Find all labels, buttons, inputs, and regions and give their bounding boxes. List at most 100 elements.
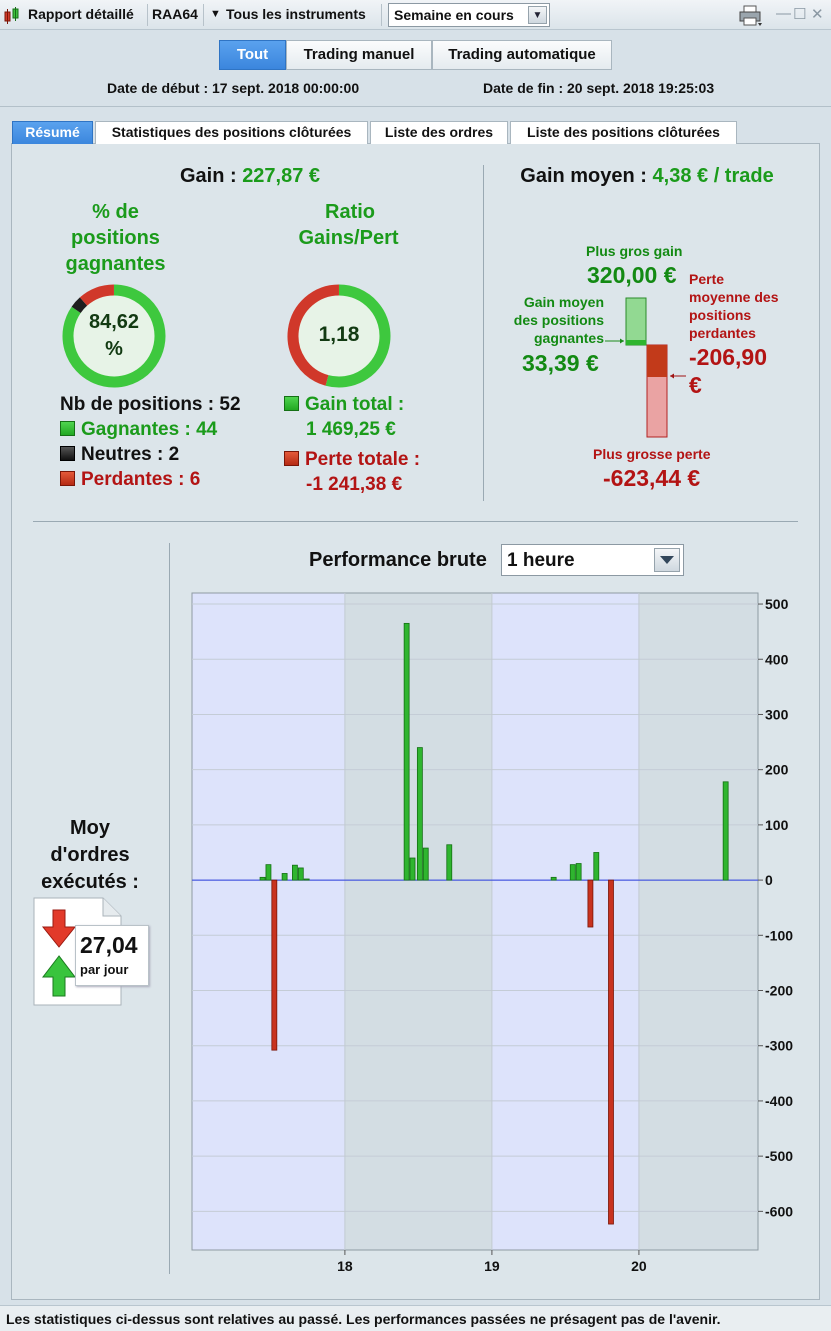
chart-bar <box>303 878 310 881</box>
instruments-dropdown-icon[interactable]: ▼ <box>210 8 221 20</box>
total-loss-label: Perte totale : <box>305 449 421 470</box>
account-selector[interactable]: RAA64 <box>152 6 198 22</box>
printer-icon[interactable] <box>738 5 764 27</box>
average-loss-label-line: positions <box>689 307 752 323</box>
y-tick-label: 200 <box>765 762 789 778</box>
y-tick-label: -300 <box>765 1038 793 1054</box>
win-rate-unit: % <box>105 338 123 360</box>
maximize-icon[interactable]: ☐ <box>793 6 807 23</box>
chart-bar <box>446 844 453 881</box>
chart-x-axis: 18 19 20 <box>337 1250 647 1274</box>
win-rate-title-line: % de <box>92 201 139 223</box>
win-rate-title-line: gagnantes <box>65 253 166 275</box>
chart-gridlines <box>192 593 758 1250</box>
neutrals-count: Neutres : 2 <box>81 444 180 465</box>
losers-count: Perdantes : 6 <box>81 469 201 490</box>
chart-bar <box>722 781 729 881</box>
chevron-down-icon[interactable] <box>654 548 680 572</box>
title-bar: Rapport détaillé RAA64 ▼ Tous les instru… <box>0 0 831 30</box>
chart-bar <box>550 876 557 881</box>
chart-bar <box>271 879 278 1051</box>
disclaimer-footer: Les statistiques ci-dessus sont relative… <box>0 1305 831 1331</box>
y-tick-label: 500 <box>765 596 789 612</box>
x-tick-label: 20 <box>631 1258 647 1274</box>
average-loss-unit: € <box>689 372 702 398</box>
y-tick-label: -400 <box>765 1093 793 1109</box>
y-tick-label: 300 <box>765 706 789 722</box>
average-loss-label: Perte moyenne des positions perdantes <box>689 270 778 342</box>
average-gain-label: Gain moyen : <box>520 165 647 187</box>
chart-bar <box>409 857 416 881</box>
y-tick-label: -100 <box>765 927 793 943</box>
black-square-icon <box>60 446 75 461</box>
minimize-icon[interactable]: — <box>776 5 791 22</box>
resolution-select[interactable]: 1 heure <box>501 544 684 576</box>
win-rate-losers-arc <box>79 284 115 306</box>
tab-orders-list[interactable]: Liste des ordres <box>370 121 508 144</box>
winners-row: Gagnantes : 44 <box>60 419 217 441</box>
divider <box>0 106 831 107</box>
chart-day-band <box>638 593 758 1250</box>
chart-bar <box>422 847 429 881</box>
losers-row: Perdantes : 6 <box>60 469 200 491</box>
red-square-icon <box>60 471 75 486</box>
chart-bar <box>281 873 288 881</box>
win-rate-ring <box>62 284 166 388</box>
total-loss-row: Perte totale : <box>284 449 420 471</box>
filter-manual-button[interactable]: Trading manuel <box>286 40 432 70</box>
y-tick-label: -500 <box>765 1148 793 1164</box>
end-date: Date de fin : 20 sept. 2018 19:25:03 <box>483 80 715 96</box>
tab-closed-positions-stats[interactable]: Statistiques des positions clôturées <box>95 121 368 144</box>
orders-unit: par jour <box>80 962 129 977</box>
orders-value: 27,04 <box>80 932 138 958</box>
win-rate-number: 84,62 <box>88 311 140 333</box>
average-gain-value: 4,38 € / trade <box>652 165 774 187</box>
win-rate-value: 84,62 % <box>58 309 170 363</box>
start-date: Date de début : 17 sept. 2018 00:00:00 <box>107 80 360 96</box>
ratio-donut <box>287 284 391 388</box>
chart-day-band <box>192 593 345 1250</box>
instruments-selector[interactable]: Tous les instruments <box>226 6 366 22</box>
y-tick-label: 400 <box>765 651 789 667</box>
chart-y-axis: 500 400 300 200 100 0 -100 -200 -300 -400 -500 -600 <box>758 596 793 1219</box>
chart-bar <box>265 864 272 881</box>
orders-title: Moy d'ordres exécutés : <box>20 815 160 896</box>
y-tick-label: -200 <box>765 983 793 999</box>
chart-bar <box>403 622 410 881</box>
close-icon[interactable]: ✕ <box>811 6 824 23</box>
filter-automatic-button[interactable]: Trading automatique <box>432 40 612 70</box>
gain-header: Gain : 227,87 € <box>0 165 500 188</box>
candlestick-icon <box>4 7 19 24</box>
chart-bar <box>569 864 576 881</box>
average-loss-label-line: perdantes <box>689 325 756 341</box>
total-loss-value: -1 241,38 € <box>306 474 403 495</box>
biggest-loss-label: Plus grosse perte <box>593 446 711 462</box>
win-rate-title-line: positions <box>71 227 160 249</box>
tab-summary[interactable]: Résumé <box>12 121 93 144</box>
positions-count: Nb de positions : 52 <box>60 394 241 415</box>
chevron-down-icon[interactable]: ▼ <box>528 6 547 24</box>
performance-chart: 500 400 300 200 100 0 -100 -200 -300 -400 -500 -600… <box>191 592 793 1274</box>
y-tick-label: 100 <box>765 817 789 833</box>
filter-all-button[interactable]: Tout <box>219 40 286 70</box>
orders-value-card <box>75 925 149 986</box>
chart-bar <box>297 867 304 881</box>
orders-title-line: exécutés : <box>41 871 139 893</box>
ratio-title-line: Gains/Pert <box>298 227 399 249</box>
chart-bar <box>608 879 614 1225</box>
average-loss-label-line: Perte <box>689 271 725 287</box>
tab-closed-positions-list[interactable]: Liste des positions clôturées <box>510 121 737 144</box>
period-select[interactable]: Semaine en cours ▼ <box>388 3 550 27</box>
average-loss-value: -206,90 € <box>689 343 767 399</box>
chart-bars <box>259 622 729 1225</box>
ratio-value: 1,18 <box>318 323 360 346</box>
average-win-value: 33,39 € <box>522 350 599 376</box>
average-gain-header: Gain moyen : 4,38 € / trade <box>492 165 802 188</box>
vertical-divider <box>483 165 484 501</box>
win-rate-title: % de positions gagnantes <box>18 199 213 277</box>
chart-day-band <box>344 593 492 1250</box>
performance-title: Performance brute <box>309 549 487 571</box>
chart-bar <box>593 852 600 881</box>
chart-bar <box>575 863 582 881</box>
ratio-title-line: Ratio <box>325 201 375 223</box>
